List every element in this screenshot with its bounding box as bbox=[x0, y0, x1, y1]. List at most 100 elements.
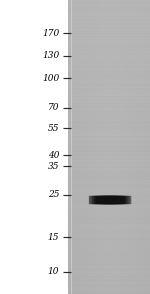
Bar bbox=[68, 5, 150, 6]
Bar bbox=[68, 276, 150, 277]
Bar bbox=[68, 239, 150, 240]
Bar bbox=[68, 135, 150, 136]
Bar bbox=[68, 82, 150, 83]
Bar bbox=[148, 0, 149, 294]
Bar bbox=[68, 161, 150, 162]
Bar bbox=[131, 0, 132, 294]
Bar bbox=[68, 145, 150, 146]
Bar bbox=[68, 152, 150, 153]
Bar bbox=[68, 18, 150, 19]
Bar bbox=[136, 0, 137, 294]
Text: 10: 10 bbox=[48, 267, 59, 276]
Bar bbox=[68, 164, 150, 165]
Bar bbox=[68, 38, 150, 39]
Bar bbox=[68, 244, 150, 245]
Bar bbox=[68, 71, 150, 73]
Bar bbox=[141, 0, 142, 294]
Bar bbox=[68, 229, 150, 230]
Bar bbox=[135, 0, 136, 294]
Bar bbox=[68, 192, 150, 193]
Bar bbox=[68, 31, 150, 32]
Bar bbox=[68, 112, 150, 113]
Bar bbox=[68, 282, 150, 283]
Bar bbox=[68, 278, 150, 279]
Bar bbox=[110, 0, 111, 294]
Bar bbox=[68, 174, 150, 176]
Bar bbox=[68, 95, 150, 96]
Bar bbox=[68, 256, 150, 257]
Bar bbox=[113, 0, 114, 294]
Bar bbox=[68, 53, 150, 54]
Bar bbox=[68, 21, 150, 23]
Bar bbox=[94, 0, 95, 294]
Bar bbox=[68, 6, 150, 7]
Bar bbox=[68, 292, 150, 293]
Bar bbox=[68, 101, 150, 102]
Bar bbox=[68, 168, 150, 170]
Bar bbox=[125, 0, 126, 294]
Bar bbox=[68, 218, 150, 220]
Bar bbox=[68, 19, 150, 20]
Bar bbox=[116, 0, 117, 294]
Bar bbox=[68, 160, 150, 161]
Bar bbox=[68, 0, 150, 294]
Bar bbox=[68, 61, 150, 62]
Bar bbox=[82, 0, 83, 294]
Bar bbox=[68, 33, 150, 34]
Bar bbox=[68, 188, 150, 189]
Bar bbox=[68, 287, 150, 288]
Bar bbox=[68, 198, 150, 199]
Bar bbox=[87, 0, 88, 294]
Bar bbox=[68, 217, 150, 218]
Bar bbox=[68, 32, 150, 33]
Bar bbox=[68, 10, 150, 11]
Bar bbox=[68, 223, 150, 224]
Bar bbox=[68, 179, 150, 180]
Bar bbox=[68, 187, 150, 188]
Bar bbox=[68, 26, 150, 27]
Bar bbox=[69, 0, 70, 294]
Bar bbox=[68, 170, 150, 171]
Bar bbox=[140, 0, 141, 294]
Bar bbox=[68, 36, 150, 37]
Bar bbox=[68, 199, 150, 200]
Bar bbox=[68, 89, 150, 90]
Bar bbox=[68, 39, 150, 40]
Bar bbox=[68, 103, 150, 104]
Bar bbox=[79, 0, 80, 294]
Bar bbox=[68, 63, 150, 64]
Bar bbox=[133, 0, 134, 294]
Bar bbox=[81, 0, 82, 294]
Bar bbox=[90, 0, 91, 294]
Bar bbox=[68, 210, 150, 211]
Bar bbox=[68, 264, 150, 265]
Bar bbox=[68, 86, 150, 87]
Bar bbox=[68, 261, 150, 262]
Bar bbox=[68, 194, 150, 195]
Bar bbox=[68, 208, 150, 209]
Bar bbox=[68, 186, 150, 187]
Bar bbox=[68, 144, 150, 145]
Bar bbox=[68, 14, 150, 15]
Bar bbox=[68, 3, 150, 4]
Text: 100: 100 bbox=[42, 74, 59, 83]
Text: 55: 55 bbox=[48, 124, 59, 133]
Bar bbox=[68, 163, 150, 164]
Bar bbox=[68, 154, 150, 155]
Bar bbox=[68, 275, 150, 276]
Bar bbox=[68, 4, 150, 5]
Bar bbox=[68, 211, 150, 212]
Bar bbox=[68, 150, 150, 151]
Text: 35: 35 bbox=[48, 162, 59, 171]
Bar bbox=[68, 158, 150, 159]
Bar bbox=[68, 181, 150, 182]
Bar bbox=[68, 45, 150, 46]
Bar bbox=[68, 102, 150, 103]
Bar bbox=[68, 279, 150, 280]
Bar bbox=[68, 230, 150, 231]
Bar bbox=[68, 240, 150, 241]
Bar bbox=[68, 257, 150, 258]
Bar bbox=[68, 91, 150, 92]
Bar bbox=[68, 138, 150, 139]
Bar bbox=[149, 0, 150, 294]
